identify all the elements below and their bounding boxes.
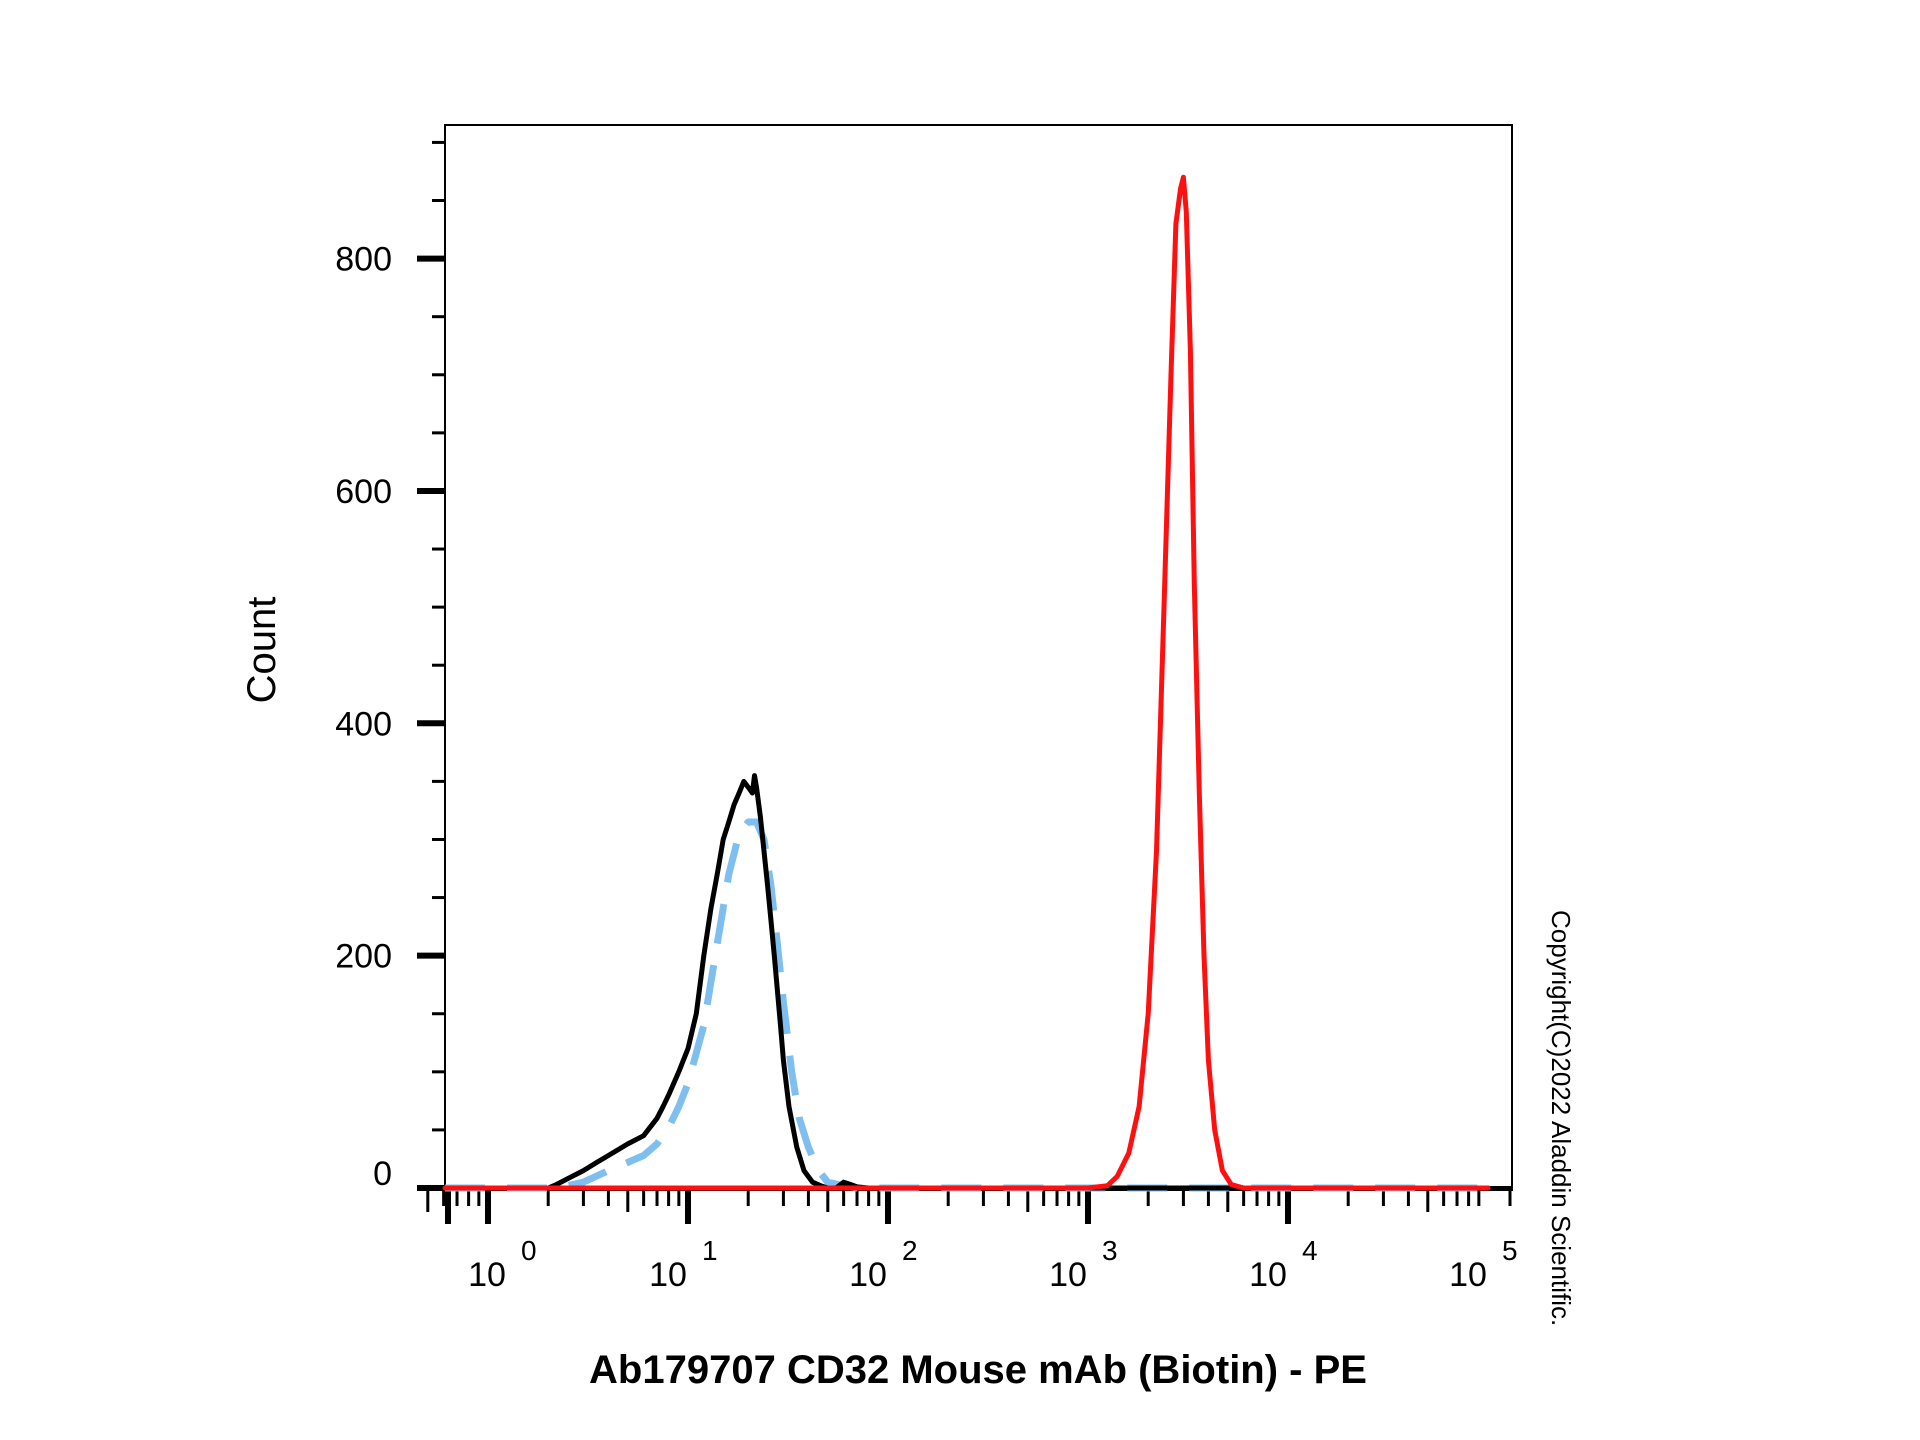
x-tick-label: 10 4 <box>1249 1235 1317 1294</box>
x-tick-label: 10 3 <box>1049 1235 1117 1294</box>
x-tick-label: 10 0 <box>468 1235 536 1294</box>
x-tick-exponent: 0 <box>521 1235 537 1266</box>
x-tick-exponent: 2 <box>902 1235 918 1266</box>
y-axis-ticks: 0 200 400 600 800 <box>335 140 445 1193</box>
series-blue-dashed <box>445 818 1488 1192</box>
x-tick-label: 10 5 <box>1449 1235 1517 1294</box>
series-red <box>442 174 1491 1191</box>
x-tick-base: 10 <box>1049 1256 1087 1294</box>
x-tick-exponent: 4 <box>1302 1235 1318 1266</box>
y-tick-label: 800 <box>335 241 392 279</box>
y-tick-label: 600 <box>335 473 392 511</box>
series-layer <box>442 174 1512 1192</box>
x-tick-label: 10 1 <box>649 1235 717 1294</box>
x-tick-base: 10 <box>1249 1256 1287 1294</box>
x-axis-title: Ab179707 CD32 Mouse mAb (Biotin) - PE <box>589 1348 1367 1392</box>
x-tick-base: 10 <box>649 1256 687 1294</box>
x-tick-exponent: 5 <box>1502 1235 1518 1266</box>
x-tick-base: 10 <box>849 1256 887 1294</box>
y-tick-label: 0 <box>373 1155 392 1193</box>
y-tick-label: 400 <box>335 705 392 743</box>
x-tick-label: 10 2 <box>849 1235 917 1294</box>
series-black <box>442 773 1491 1191</box>
x-tick-exponent: 1 <box>702 1235 718 1266</box>
y-axis-title: Count <box>240 597 284 704</box>
x-tick-exponent: 3 <box>1102 1235 1118 1266</box>
copyright-text: Copyright(C)2022 Aladdin Scientific. <box>1546 910 1576 1326</box>
x-tick-base: 10 <box>468 1256 506 1294</box>
plot-frame <box>444 124 1513 1191</box>
x-axis-ticks: 10 0 10 1 10 2 10 3 10 4 10 5 <box>426 1190 1518 1294</box>
y-tick-label: 200 <box>335 938 392 976</box>
x-tick-base: 10 <box>1449 1256 1487 1294</box>
